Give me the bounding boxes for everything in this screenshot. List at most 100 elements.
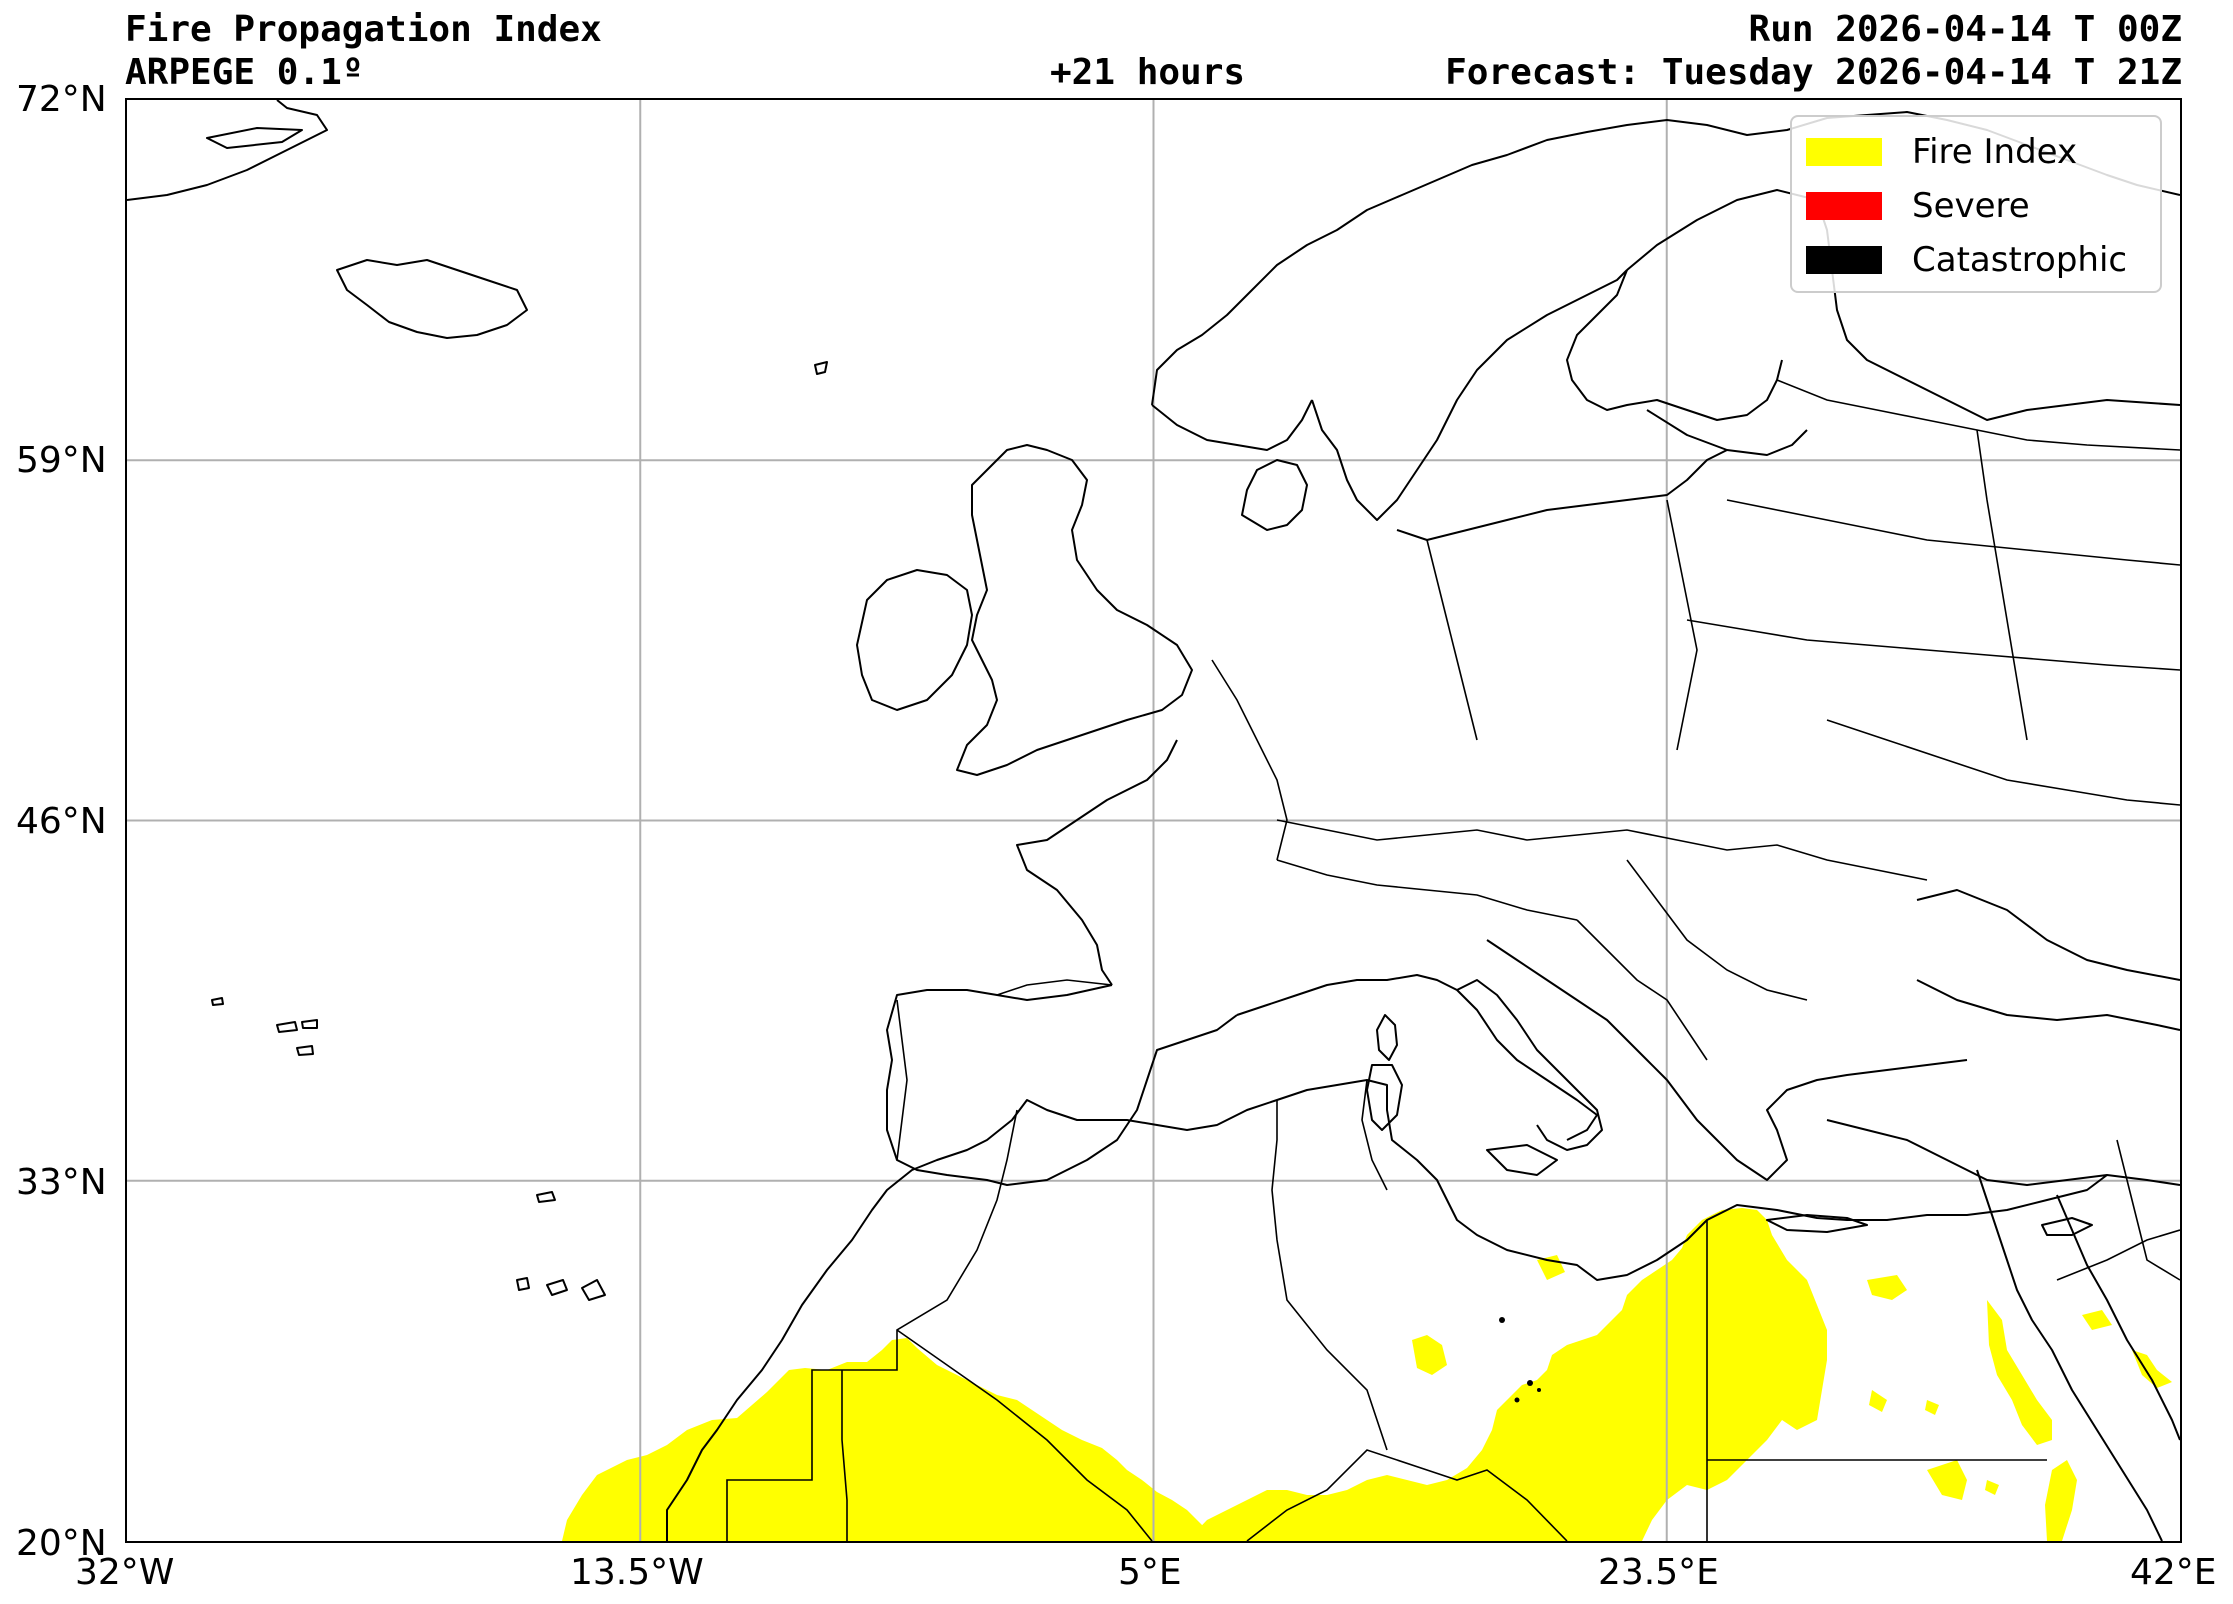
border-poland-east (1666, 499, 1698, 751)
fire-area-west-sahara (562, 1338, 1217, 1541)
coast-azores-1 (211, 997, 224, 1006)
border-alps (1276, 859, 1578, 921)
border-france-germany (1211, 659, 1288, 861)
border-spain-france (996, 979, 1113, 996)
fire-area-sudan-3 (2045, 1460, 2077, 1541)
y-tick-20n: 20°N (16, 1523, 107, 1564)
legend-label-catastrophic: Catastrophic (1912, 240, 2128, 280)
fire-area-egypt-east (1867, 1275, 1907, 1300)
legend-swatch-fire-index (1806, 138, 1882, 166)
border-middle-east-2 (2056, 1229, 2180, 1281)
x-tick-5e: 5°E (1118, 1552, 1182, 1593)
fire-area-libya-patch (1412, 1335, 1447, 1375)
x-tick-13-5w: 13.5°W (570, 1552, 704, 1593)
coast-france-west (1016, 739, 1178, 986)
y-tick-72n: 72°N (16, 79, 107, 120)
legend-swatch-severe (1806, 192, 1882, 220)
border-mauritania-mali (896, 1329, 1153, 1541)
coast-canary-2 (546, 1279, 568, 1296)
coast-azores-4 (296, 1045, 314, 1056)
coast-azores-2 (276, 1021, 298, 1033)
legend-label-severe: Severe (1912, 186, 2030, 226)
fire-area-sudan-1 (1987, 1300, 2052, 1445)
coast-greenland (127, 100, 328, 201)
coast-madeira (536, 1191, 556, 1203)
coast-sardinia (1366, 1064, 1403, 1131)
coast-denmark (1241, 459, 1308, 531)
fire-area-arabia (2132, 1350, 2172, 1388)
border-algeria-libya (1271, 1100, 1388, 1451)
border-middle-east-1 (2116, 1139, 2180, 1281)
legend-swatch-catastrophic (1806, 246, 1882, 274)
coast-finland (1626, 189, 2180, 421)
coast-adriatic (1486, 939, 1968, 1181)
map-panel (125, 98, 2182, 1543)
border-spain-portugal (896, 999, 908, 1161)
y-tick-33n: 33°N (16, 1162, 107, 1203)
border-algeria-niger (1246, 1449, 1568, 1541)
coast-baltic-east (1566, 269, 1783, 421)
border-central-europe (1276, 819, 1928, 881)
coast-faroes (814, 361, 828, 375)
legend-item-severe: Severe (1806, 186, 2030, 226)
border-east-europe-4 (1826, 719, 2180, 806)
map-canvas (127, 100, 2180, 1541)
model-label: ARPEGE 0.1º (125, 52, 364, 93)
coast-azores-3 (301, 1019, 318, 1029)
x-tick-42e: 42°E (2130, 1552, 2217, 1593)
border-east-europe-2 (1686, 619, 2180, 671)
border-east-europe-5 (1976, 429, 2028, 741)
coast-corsica (1376, 1014, 1398, 1061)
coast-norway-south (1151, 399, 1313, 451)
border-east-europe-1 (1726, 499, 2180, 566)
border-algeria-mali (841, 1370, 848, 1541)
coast-ireland (856, 569, 973, 711)
coast-red-sea-east (2056, 1194, 2180, 1441)
lead-time-label: +21 hours (1050, 52, 1246, 93)
map-gridlines (127, 100, 2180, 1541)
coast-black-sea (1916, 889, 2180, 981)
border-balkans-2 (1626, 859, 1808, 1001)
coast-canary-3 (581, 1279, 606, 1301)
country-borders (726, 379, 2180, 1541)
coastlines (127, 100, 2180, 1541)
fire-area-small-4 (1869, 1390, 1887, 1412)
fire-area-small-1 (1985, 1480, 1999, 1495)
coast-med-north (1236, 974, 1598, 1141)
legend-label-fire-index: Fire Index (1912, 132, 2078, 172)
coast-iberia (886, 984, 1238, 1186)
x-tick-23-5e: 23.5°E (1598, 1552, 1719, 1593)
coast-north-africa (666, 1079, 2108, 1541)
fire-area-red-sea-coast (2082, 1310, 2112, 1330)
border-tunisia (1361, 1079, 1388, 1191)
coast-turkey-south (1826, 1119, 2180, 1186)
border-east-europe-3 (1776, 379, 2180, 451)
fire-area-central-sahara (1187, 1208, 1827, 1541)
forecast-label: Forecast: Tuesday 2026-04-14 T 21Z (1445, 52, 2182, 93)
map-legend: Fire Index Severe Catastrophic (1790, 115, 2162, 293)
legend-item-fire-index: Fire Index (1806, 132, 2078, 172)
fire-index-areas (562, 1208, 2172, 1541)
coast-iceland (336, 259, 528, 339)
coast-greenland-2 (206, 127, 303, 149)
coast-baltic-south (1396, 449, 1728, 541)
coast-britain (956, 444, 1193, 776)
run-label: Run 2026-04-14 T 00Z (1748, 9, 2182, 50)
map-title: Fire Propagation Index (125, 9, 602, 50)
coast-italy (1456, 979, 1603, 1151)
coast-canary-1 (516, 1277, 530, 1291)
coast-gulf-finland (1646, 409, 1808, 456)
coast-red-sea (1976, 1169, 2163, 1541)
legend-item-catastrophic: Catastrophic (1806, 240, 2128, 280)
border-balkans-1 (1576, 919, 1708, 1061)
y-tick-59n: 59°N (16, 440, 107, 481)
coast-sweden (1311, 269, 1628, 521)
fire-area-small-2 (1925, 1400, 1939, 1415)
catastrophic-spots (1499, 1317, 1541, 1403)
fire-area-sudan-2 (1927, 1460, 1967, 1500)
y-tick-46n: 46°N (16, 801, 107, 842)
coast-sicily (1486, 1144, 1558, 1176)
coast-black-sea-south (1916, 979, 2180, 1031)
x-tick-32w: 32°W (75, 1552, 175, 1593)
border-germany-poland (1426, 539, 1478, 741)
